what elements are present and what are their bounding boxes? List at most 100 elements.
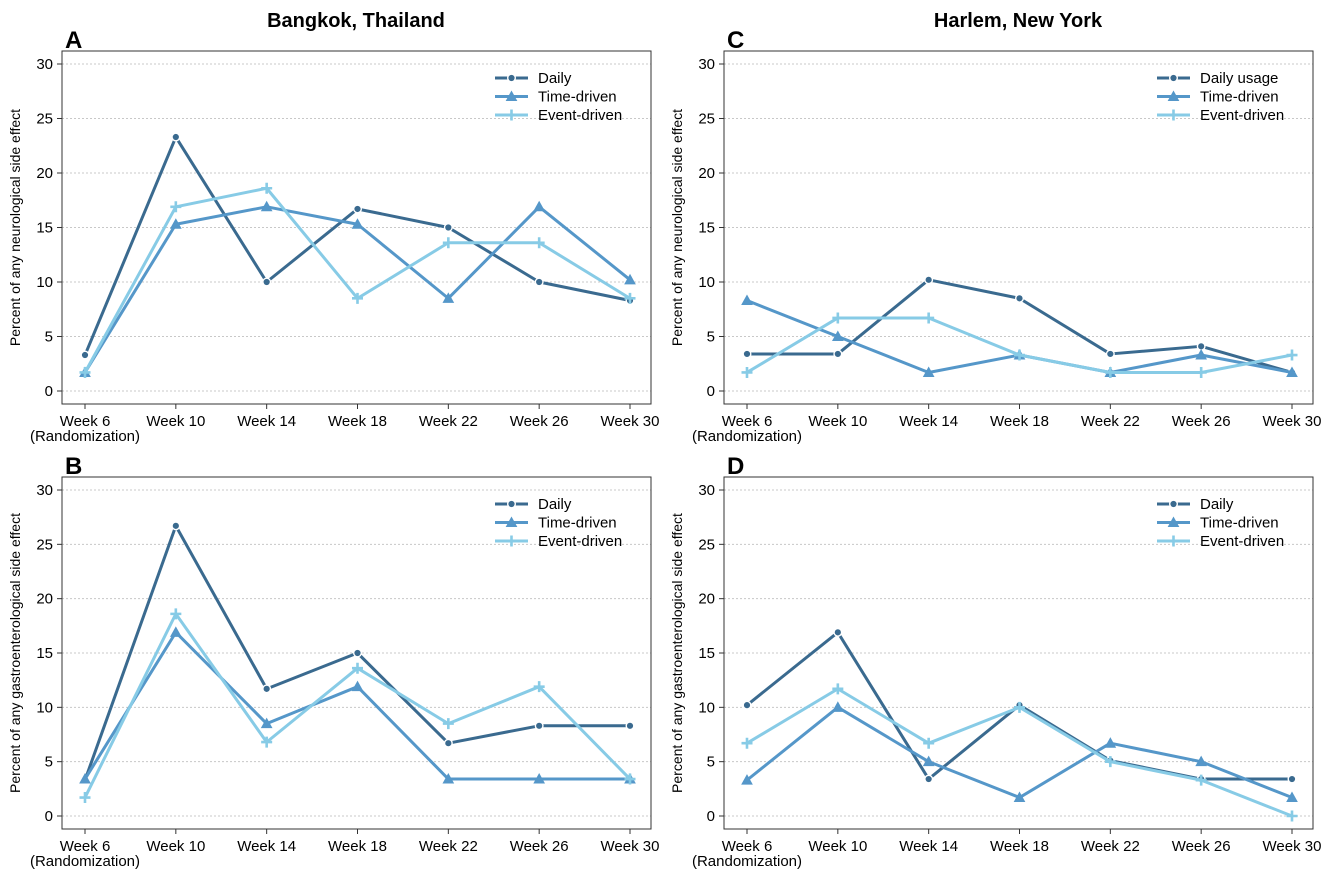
data-point-circle: [924, 774, 934, 784]
data-point-triangle: [1195, 755, 1208, 767]
data-point-triangle: [624, 273, 636, 285]
data-point-triangle: [533, 200, 546, 212]
legend-marker-plus: [506, 535, 517, 547]
x-tick-label: Week 18: [328, 838, 387, 855]
data-point-plus: [1014, 349, 1025, 361]
series-line-plus: [745, 316, 1294, 374]
data-point-circle: [171, 521, 181, 531]
data-point-plus: [832, 683, 844, 695]
data-point-plus: [1195, 366, 1207, 378]
data-point-plus: [533, 237, 545, 249]
legend-label: Event-driven: [1200, 533, 1284, 550]
legend-marker-circle: [1168, 73, 1178, 83]
y-tick-label: 5: [707, 329, 715, 346]
data-point-plus: [1286, 810, 1298, 822]
legend-label: Time-driven: [538, 515, 617, 532]
legend-label: Time-driven: [1200, 515, 1279, 532]
y-tick-label: 15: [36, 220, 53, 237]
x-tick-label: Week 6: [60, 413, 111, 430]
data-point-circle: [262, 684, 272, 694]
data-point-plus: [352, 662, 363, 674]
y-tick-label: 25: [36, 111, 53, 128]
y-tick-label: 10: [36, 699, 53, 716]
x-tick-label: Week 22: [419, 838, 478, 855]
y-tick-label: 15: [698, 645, 715, 662]
data-point-triangle: [533, 773, 546, 784]
data-point-circle: [443, 222, 453, 232]
data-point-plus: [261, 736, 273, 748]
data-point-circle: [534, 721, 544, 731]
data-point-circle: [924, 275, 934, 285]
data-point-triangle: [831, 701, 844, 712]
data-point-triangle: [351, 218, 364, 229]
data-point-triangle: [351, 680, 364, 692]
data-point-circle: [80, 350, 90, 360]
legend-marker-circle: [507, 499, 517, 509]
data-point-plus: [261, 182, 273, 194]
data-point-plus: [170, 608, 182, 620]
data-point-plus: [624, 292, 636, 304]
legend-marker-plus: [1168, 109, 1179, 121]
panel-letter: A: [65, 27, 82, 54]
data-point-circle: [1105, 349, 1115, 359]
legend-label: Daily usage: [1200, 70, 1278, 87]
series-line-circle: [83, 135, 632, 357]
y-tick-label: 20: [698, 591, 715, 608]
legend-label: Event-driven: [538, 533, 622, 550]
x-tick-label: Week 14: [899, 413, 958, 430]
panel-letter: B: [65, 453, 82, 480]
data-point-plus: [1104, 366, 1116, 378]
data-point-triangle: [1286, 366, 1298, 377]
x-tick-label: Week 18: [990, 413, 1049, 430]
data-point-plus: [1195, 774, 1207, 786]
series-line-plus: [83, 612, 632, 800]
x-tick-label: Week 22: [1081, 838, 1140, 855]
x-tick-label: Week 10: [146, 838, 205, 855]
x-tick-label: Week 14: [237, 413, 296, 430]
panel-b: 0 5 10 15 20 25 30 Week 6 Week 10 Week 14 Week 18 W…: [7, 453, 659, 870]
y-tick-label: 20: [698, 165, 715, 182]
y-tick-label: 0: [45, 808, 53, 825]
data-point-triangle: [260, 717, 273, 729]
data-point-circle: [353, 648, 363, 658]
data-point-triangle: [79, 773, 91, 784]
legend-marker-triangle: [1167, 90, 1180, 101]
x-tick-label: Week 14: [237, 838, 296, 855]
data-point-circle: [353, 204, 363, 214]
x-tick-label: Week 6: [722, 413, 773, 430]
data-point-circle: [625, 721, 635, 731]
y-tick-label: 15: [36, 645, 53, 662]
y-tick-label: 5: [45, 329, 53, 346]
y-tick-label: 25: [698, 536, 715, 553]
x-tick-label: Week 26: [510, 413, 569, 430]
x-tick-label: Week 30: [601, 838, 660, 855]
data-point-circle: [742, 349, 752, 359]
data-point-triangle: [442, 292, 455, 303]
data-point-plus: [170, 201, 182, 213]
x-tick-label: Week 30: [1263, 413, 1322, 430]
x-tick-label: Week 26: [510, 838, 569, 855]
x-tick-label: Week 6: [60, 838, 111, 855]
data-point-plus: [442, 718, 454, 730]
data-point-triangle: [169, 218, 182, 229]
data-point-circle: [1015, 293, 1025, 303]
y-tick-label: 0: [707, 383, 715, 400]
legend-label: Daily: [538, 496, 572, 513]
y-tick-label: 30: [36, 482, 53, 499]
x-tick-sublabel: (Randomization): [30, 428, 140, 445]
panel-a: 0 5 10 15 20 25 30 Week 6 Week 10 Week 14 Week 18 W…: [7, 27, 659, 445]
legend-label: Time-driven: [1200, 89, 1279, 106]
legend-label: Daily: [1200, 496, 1234, 513]
data-point-plus: [79, 792, 91, 804]
data-point-plus: [79, 366, 91, 378]
data-point-triangle: [442, 773, 455, 784]
y-tick-label: 25: [36, 536, 53, 553]
data-point-triangle: [922, 755, 935, 767]
x-tick-label: Week 10: [146, 413, 205, 430]
data-point-triangle: [1104, 737, 1117, 748]
data-point-plus: [624, 773, 636, 785]
y-tick-label: 30: [698, 482, 715, 499]
x-tick-label: Week 14: [899, 838, 958, 855]
data-point-plus: [1014, 701, 1025, 713]
